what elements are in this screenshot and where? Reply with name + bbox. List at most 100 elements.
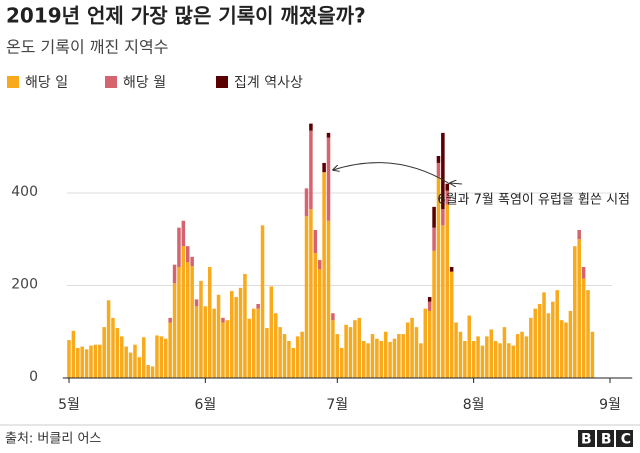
bar-segment (471, 341, 476, 378)
bar-segment (427, 310, 432, 378)
bar-segment (339, 347, 344, 378)
bar-segment (247, 318, 252, 378)
bar-segment (419, 343, 423, 378)
bar-segment (221, 322, 225, 378)
bar-segment (577, 230, 581, 240)
logo-text: BBC (581, 432, 640, 448)
bar-segment (238, 287, 243, 378)
bar-segment (111, 317, 115, 378)
bar-segment (331, 313, 335, 321)
bar-segment (375, 338, 379, 378)
bar-segment (370, 334, 375, 378)
bar-segment (309, 130, 313, 210)
bar-segment (502, 327, 507, 378)
bar-segment (133, 344, 137, 378)
bar-segment (445, 183, 450, 191)
bar-segment (577, 239, 581, 378)
bar-segment (537, 304, 542, 378)
bar-segment (432, 206, 436, 228)
bar-segment (331, 320, 335, 378)
bar-segment (348, 327, 353, 378)
bar-segment (485, 336, 489, 378)
bar-segment (142, 337, 146, 378)
bar-segment (441, 225, 445, 378)
bar-segment (405, 322, 410, 378)
bar-segment (410, 317, 414, 378)
bar-segment (102, 327, 106, 378)
bar-segment (344, 324, 348, 378)
bar-segment (551, 301, 555, 378)
bar-segment (164, 338, 168, 378)
bar-segment (185, 246, 190, 263)
bar-segment (489, 329, 494, 378)
bar-segment (212, 308, 216, 378)
bar-segment (273, 313, 278, 378)
logo-box (578, 430, 595, 447)
bar-segment (194, 306, 199, 378)
bar-segment (124, 346, 128, 378)
bar-segment (436, 176, 441, 378)
bar-segment (194, 299, 199, 307)
bar-segment (67, 340, 71, 378)
bar-segment (190, 256, 194, 267)
bar-segment (177, 267, 181, 378)
bar-segment (84, 349, 89, 378)
legend-swatch (105, 76, 117, 88)
bar-segment (326, 132, 331, 138)
bar-segment (542, 292, 546, 378)
bar-segment (168, 317, 172, 323)
bar-segment (581, 267, 586, 279)
bar-segment (493, 341, 498, 378)
y-tick-label: 0 (29, 369, 38, 385)
bar-segment (309, 209, 313, 378)
bar-segment (379, 341, 384, 378)
bar-segment (383, 331, 388, 378)
bar-segment (322, 162, 326, 173)
bar-segment (361, 341, 366, 378)
bar-segment (529, 317, 533, 378)
bar-segment (313, 253, 318, 378)
bar-segment (172, 264, 177, 284)
bar-segment (304, 188, 309, 217)
bar-segment (401, 334, 406, 378)
bar-segment (216, 294, 221, 378)
bar-segment (313, 230, 318, 254)
annotation-arrow (450, 183, 463, 184)
bar-segment (229, 291, 234, 378)
chart-subtitle: 온도 기록이 깨진 지역수 (6, 38, 168, 57)
bar-segment (234, 297, 238, 378)
bar-segment (120, 336, 124, 378)
bar-segment (207, 267, 212, 378)
bar-segment (256, 304, 260, 309)
annotation-arrow (333, 162, 451, 185)
bar-segment (309, 123, 313, 131)
bar-segment (414, 327, 419, 378)
bar-segment (106, 300, 111, 378)
legend-swatch (216, 76, 228, 88)
bar-segment (366, 343, 370, 378)
bar-segment (445, 204, 450, 378)
logo: BBC (578, 430, 640, 448)
bar-segment (573, 246, 577, 378)
bar-segment (498, 343, 502, 378)
x-tick-label: 6월 (194, 397, 216, 413)
bar-segment (568, 310, 573, 378)
bar-segment (260, 225, 265, 378)
chart-title: 2019년 언제 가장 많은 기록이 깨졌을까? (6, 4, 366, 28)
bar-segment (586, 290, 590, 378)
bar-segment (564, 322, 568, 378)
bar-segment (388, 341, 392, 378)
bar-segment (282, 334, 287, 378)
bar-segment (449, 271, 454, 378)
bar-segment (449, 267, 454, 272)
annotation: 6월과 7월 폭염이 유럽을 휩쓴 시점 (437, 193, 630, 208)
bar-segment (559, 320, 564, 378)
bar-segment (199, 280, 203, 378)
y-tick-label: 200 (11, 277, 38, 293)
bar-segment (251, 308, 256, 378)
bar-segment (181, 246, 186, 378)
bar-segment (269, 286, 274, 378)
bar-segment (115, 328, 120, 378)
